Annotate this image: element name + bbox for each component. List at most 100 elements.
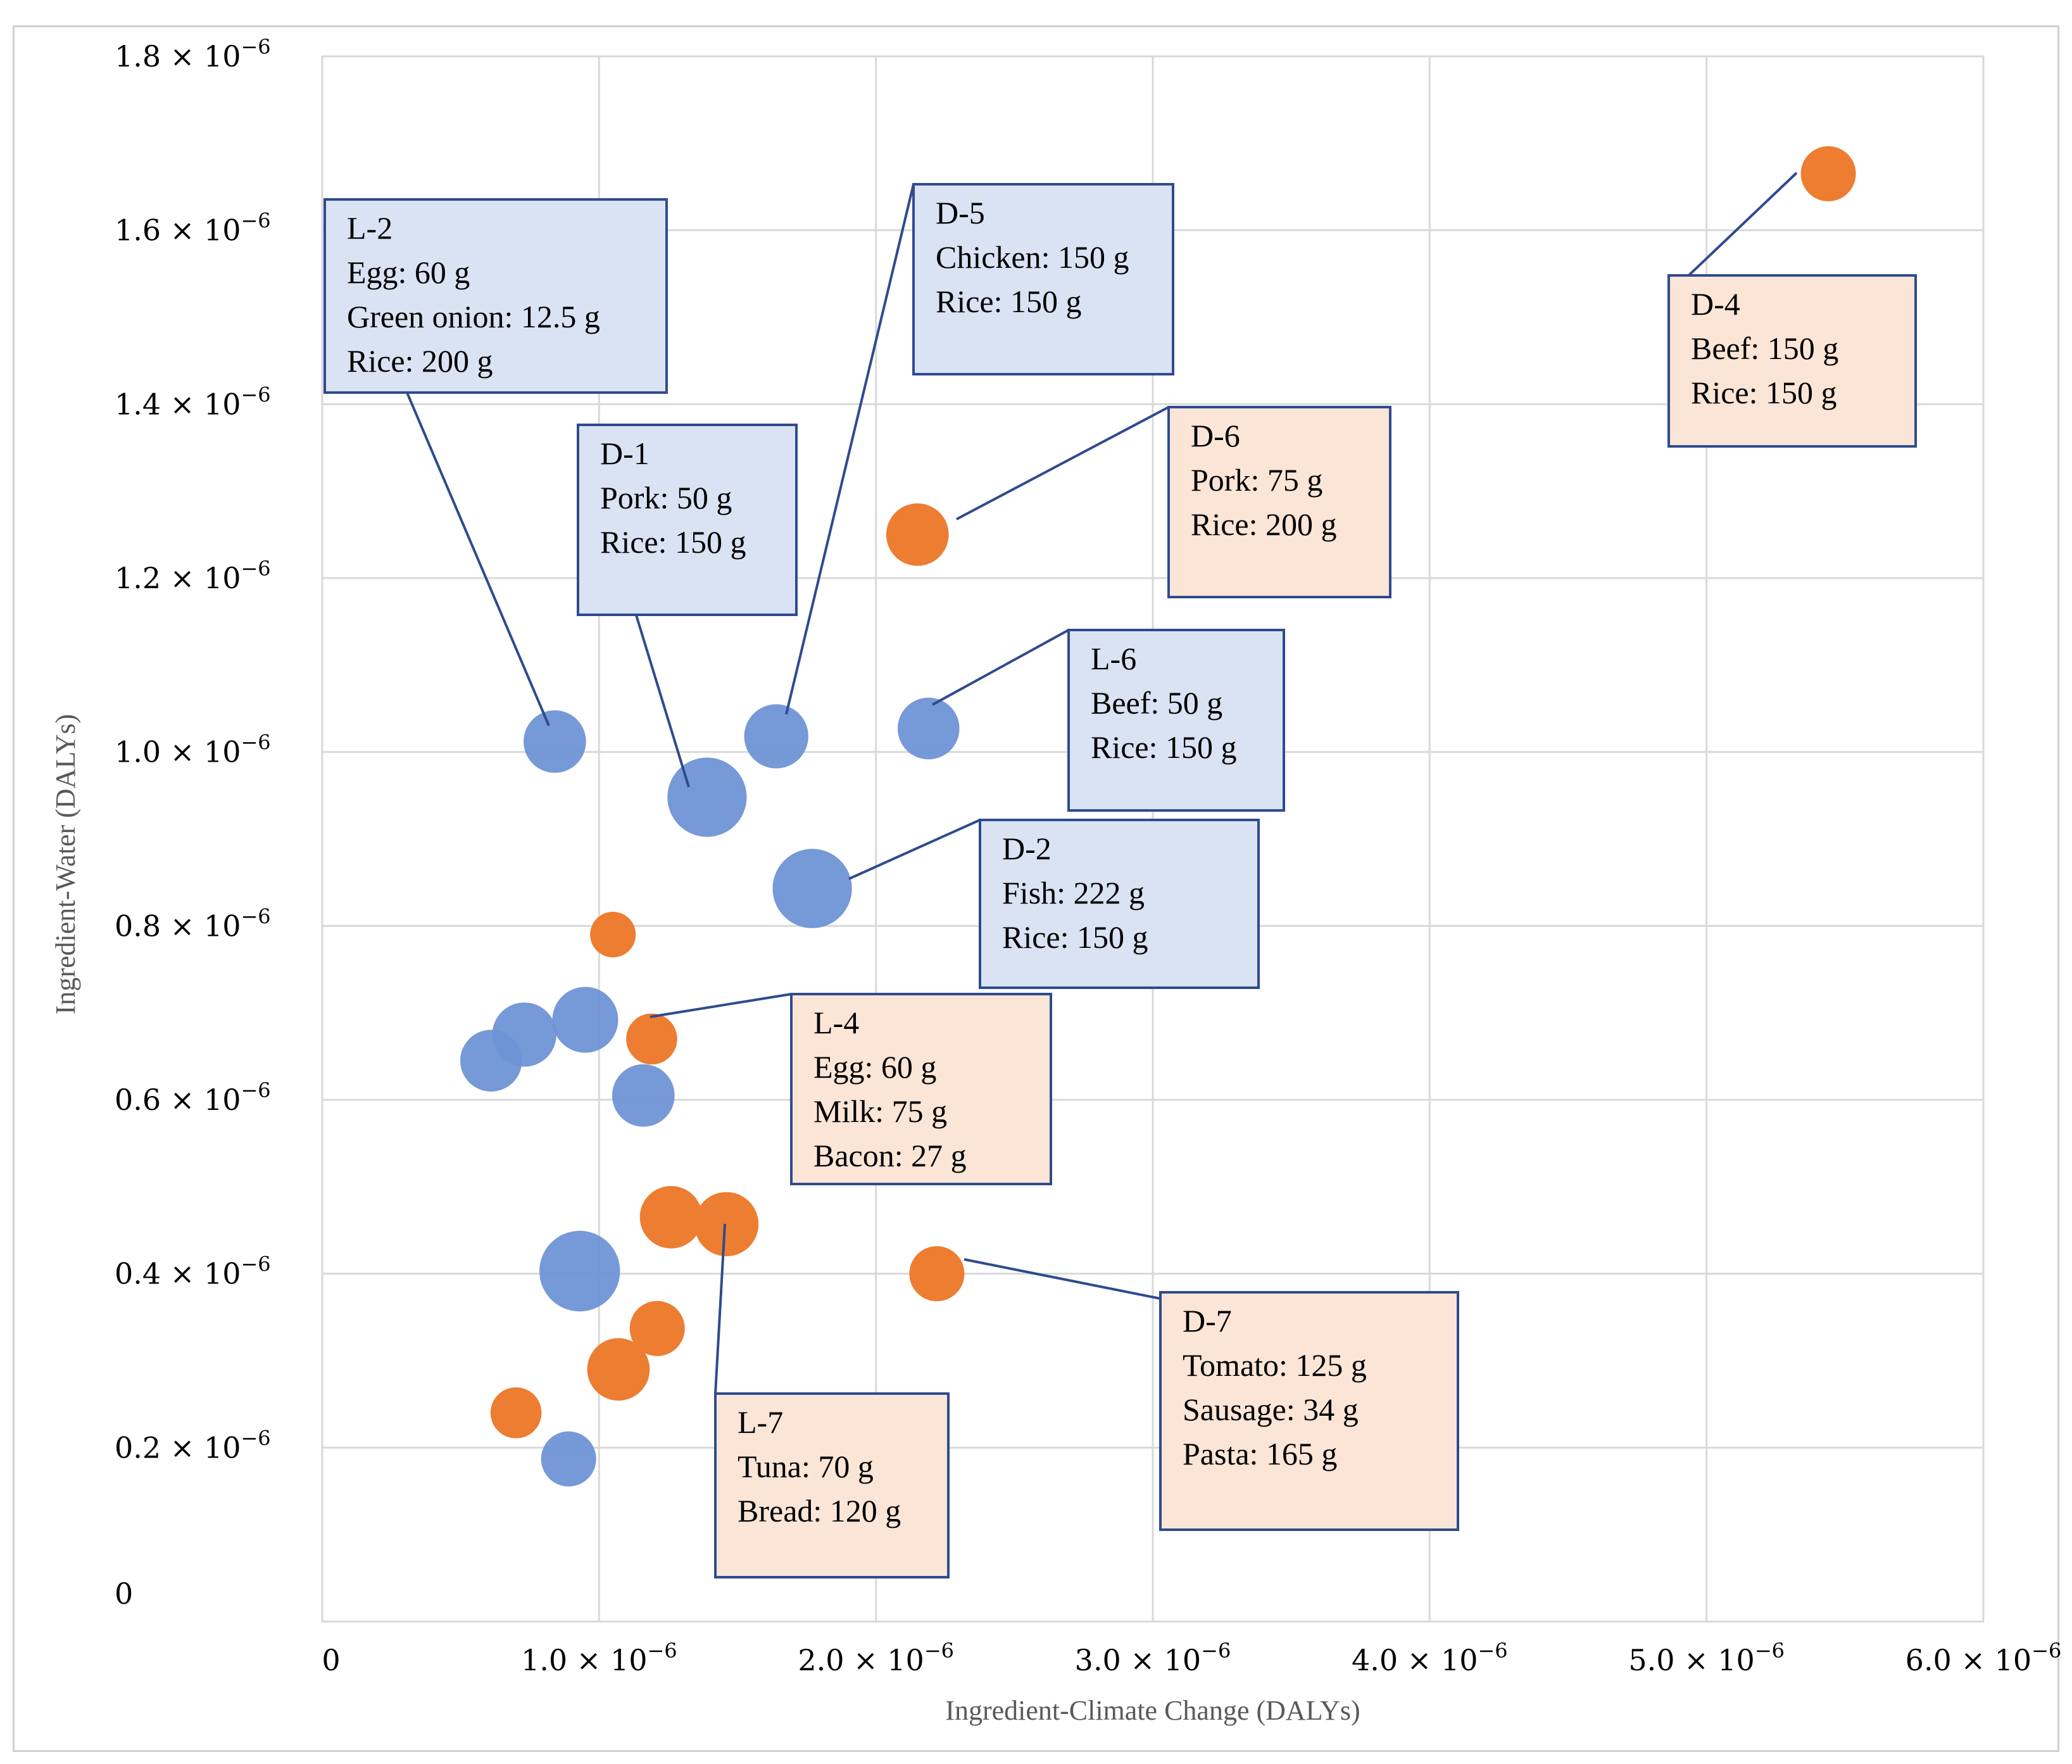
orange-bubble xyxy=(909,1246,965,1302)
annotation-l-6: L-6 Beef: 50 g Rice: 150 g xyxy=(1067,629,1285,812)
x-tick-label: 0 xyxy=(322,1643,340,1677)
annotation-line: L-2 xyxy=(347,210,392,246)
y-tick-label: 1.0 × 10−6 xyxy=(115,731,271,769)
annotation-line: Bacon: 27 g xyxy=(813,1138,967,1173)
orange-bubble xyxy=(629,1301,685,1356)
annotation-d-7: D-7 Tomato: 125 g Sausage: 34 g Pasta: 165 … xyxy=(1159,1291,1459,1531)
annotation-box xyxy=(1159,1291,1459,1531)
y-tick-label: 0.6 × 10−6 xyxy=(115,1078,271,1117)
annotation-line: L-4 xyxy=(813,1005,859,1040)
annotation-box xyxy=(1167,406,1391,598)
annotation-line: Tuna: 70 g xyxy=(738,1449,874,1484)
annotation-line: D-4 xyxy=(1691,286,1740,322)
annotation-line: Rice: 150 g xyxy=(936,284,1082,319)
y-axis-title: Ingredient-Water (DALYs) xyxy=(50,714,81,1015)
leader-line-l-6 xyxy=(932,629,1069,706)
bubbles xyxy=(460,146,1856,1487)
x-tick-label: 3.0 × 10−6 xyxy=(1075,1639,1231,1677)
orange-bubble xyxy=(694,1192,759,1257)
orange-bubble xyxy=(490,1387,542,1439)
blue-bubble xyxy=(541,1431,596,1487)
annotation-line: D-6 xyxy=(1191,418,1240,453)
annotation-line: L-6 xyxy=(1091,641,1136,676)
y-tick-label: 1.6 × 10−6 xyxy=(115,209,271,248)
x-tick-label: 1.0 × 10−6 xyxy=(521,1639,677,1677)
leader-line-d-5 xyxy=(785,184,915,715)
orange-bubble xyxy=(1800,146,1856,201)
blue-bubble xyxy=(667,757,747,837)
y-tick-label: 0.4 × 10−6 xyxy=(115,1252,271,1291)
annotation-line: Milk: 75 g xyxy=(813,1093,947,1129)
annotation-d-2: D-2 Fish: 222 g Rice: 150 g xyxy=(979,819,1260,989)
annotation-d-4: D-4 Beef: 150 g Rice: 150 g xyxy=(1667,274,1917,448)
leader-line-l-4 xyxy=(650,993,792,1018)
annotation-line: Beef: 150 g xyxy=(1691,331,1838,366)
leader-line-l-7 xyxy=(714,1223,726,1394)
annotation-line: D-1 xyxy=(600,436,650,471)
orange-bubble xyxy=(639,1186,703,1249)
y-axis-ticks: 0 0.2 × 10−6 0.4 × 10−6 0.6 × 10−6 0.8 × 10−… xyxy=(115,35,271,1611)
annotation-line: Pasta: 165 g xyxy=(1183,1436,1337,1471)
annotation-box xyxy=(979,819,1260,989)
annotation-line: Pork: 50 g xyxy=(600,480,732,515)
annotation-line: Bread: 120 g xyxy=(738,1493,901,1528)
annotation-line: Chicken: 150 g xyxy=(936,239,1129,275)
blue-bubble xyxy=(612,1064,675,1127)
plot-border xyxy=(321,55,1985,1623)
leader-line-d-7 xyxy=(964,1258,1161,1300)
annotation-line: Egg: 60 g xyxy=(813,1049,936,1085)
annotation-line: Rice: 150 g xyxy=(1091,729,1237,765)
annotation-line: D-2 xyxy=(1002,831,1052,866)
annotation-box xyxy=(323,198,668,394)
blue-bubble xyxy=(524,710,586,773)
y-tick-label: 1.8 × 10−6 xyxy=(115,35,271,73)
blue-bubble xyxy=(744,704,808,769)
x-tick-label: 2.0 × 10−6 xyxy=(798,1639,954,1677)
annotation-box xyxy=(1067,629,1285,812)
annotation-d-5: D-5 Chicken: 150 g Rice: 150 g xyxy=(912,183,1174,375)
y-tick-label: 0 xyxy=(115,1577,133,1611)
blue-bubble xyxy=(539,1230,620,1312)
y-tick-label: 1.4 × 10−6 xyxy=(115,382,271,421)
annotation-l-7: L-7 Tuna: 70 g Bread: 120 g xyxy=(714,1392,950,1578)
annotation-line: Rice: 200 g xyxy=(1191,507,1337,542)
annotation-line: Green onion: 12.5 g xyxy=(347,299,600,334)
annotation-d-6: D-6 Pork: 75 g Rice: 200 g xyxy=(1167,406,1391,598)
bubble-chart: L-2 Egg: 60 g Green onion: 12.5 g Rice: 200… xyxy=(50,35,2061,1726)
annotation-line: Tomato: 125 g xyxy=(1183,1347,1367,1383)
y-tick-label: 0.2 × 10−6 xyxy=(115,1426,271,1465)
annotation-line: D-7 xyxy=(1183,1303,1232,1339)
blue-bubble xyxy=(492,1002,556,1067)
x-axis-title: Ingredient-Climate Change (DALYs) xyxy=(945,1695,1360,1726)
blue-bubble xyxy=(897,697,960,760)
annotation-box xyxy=(714,1392,950,1578)
orange-bubble xyxy=(626,1013,677,1065)
y-tick-label: 1.2 × 10−6 xyxy=(115,557,271,595)
x-tick-label: 5.0 × 10−6 xyxy=(1628,1639,1785,1677)
annotation-line: L-7 xyxy=(738,1404,783,1440)
annotation-line: Sausage: 34 g xyxy=(1183,1392,1359,1427)
annotation-l-2: L-2 Egg: 60 g Green onion: 12.5 g Rice: 200… xyxy=(323,198,668,394)
annotation-line: Rice: 150 g xyxy=(1691,375,1837,410)
annotation-line: Pork: 75 g xyxy=(1191,462,1322,498)
annotation-line: Fish: 222 g xyxy=(1002,875,1145,910)
annotation-box xyxy=(790,993,1052,1185)
leader-line-d-2 xyxy=(848,819,981,880)
orange-bubble xyxy=(590,912,636,958)
x-tick-label: 6.0 × 10−6 xyxy=(1906,1639,2061,1677)
annotation-l-4: L-4 Egg: 60 g Milk: 75 g Bacon: 27 g xyxy=(790,993,1052,1185)
annotation-box xyxy=(577,424,798,616)
annotation-box xyxy=(912,183,1174,375)
blue-bubble xyxy=(552,986,618,1053)
annotation-d-1: D-1 Pork: 50 g Rice: 150 g xyxy=(577,424,798,616)
annotation-line: Rice: 150 g xyxy=(1002,919,1148,955)
annotation-line: Rice: 150 g xyxy=(600,524,746,560)
annotation-box xyxy=(1667,274,1917,448)
orange-bubble xyxy=(587,1338,650,1401)
chart-frame: L-2 Egg: 60 g Green onion: 12.5 g Rice: 200… xyxy=(13,25,2061,1752)
y-tick-label: 0.8 × 10−6 xyxy=(115,904,271,943)
orange-bubble xyxy=(886,503,949,566)
leader-line-d-6 xyxy=(956,406,1169,520)
annotation-line: Beef: 50 g xyxy=(1091,685,1222,721)
blue-bubble xyxy=(772,848,852,928)
